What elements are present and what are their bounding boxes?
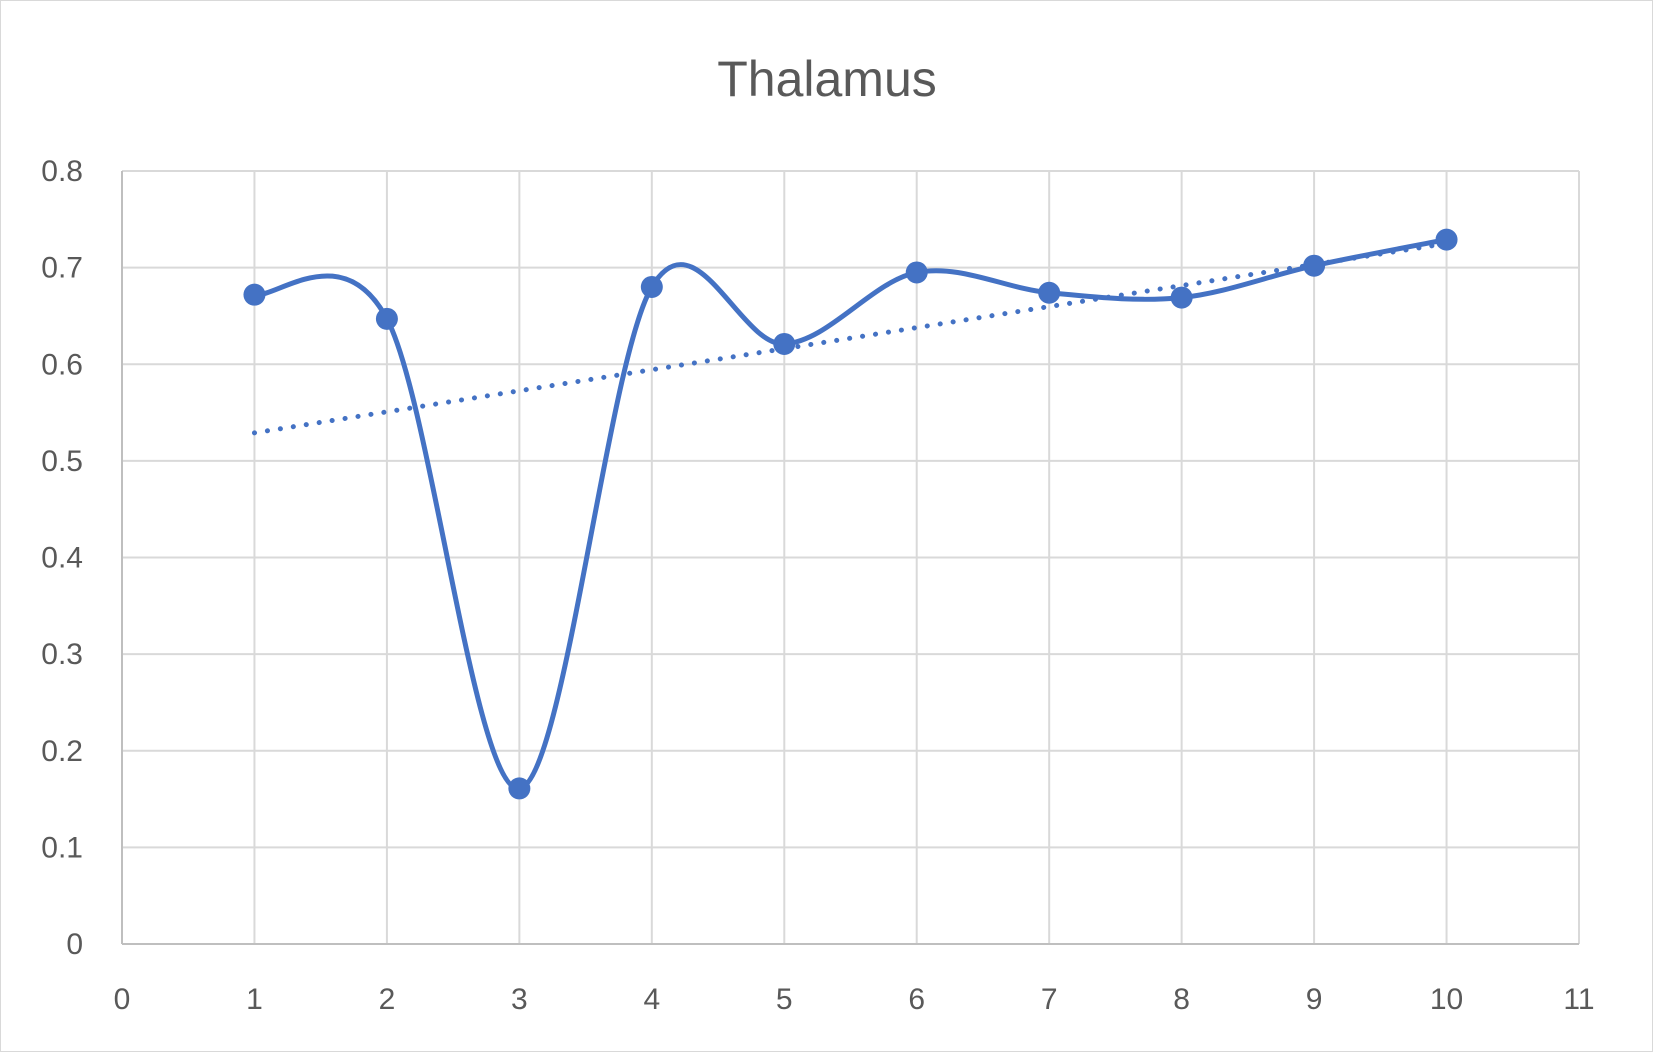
y-tick-label: 0.2 bbox=[41, 735, 83, 768]
y-tick-label: 0 bbox=[66, 928, 83, 961]
data-point-marker bbox=[375, 307, 398, 330]
trendline bbox=[251, 240, 1450, 436]
y-tick-label: 0.7 bbox=[41, 252, 83, 285]
x-tick-label: 2 bbox=[379, 983, 396, 1016]
x-tick-label: 9 bbox=[1306, 983, 1323, 1016]
trendline-layer bbox=[251, 240, 1450, 436]
y-tick-label: 0.8 bbox=[41, 155, 83, 188]
data-point-marker bbox=[1170, 286, 1193, 309]
x-tick-label: 4 bbox=[643, 983, 660, 1016]
y-tick-label: 0.1 bbox=[41, 831, 83, 864]
data-point-marker bbox=[1303, 254, 1326, 277]
chart-title: Thalamus bbox=[717, 51, 937, 107]
data-point-marker bbox=[773, 332, 796, 355]
x-tick-label: 10 bbox=[1430, 983, 1463, 1016]
y-tick-label: 0.6 bbox=[41, 348, 83, 381]
x-axis-tick-labels: 0 1 2 3 4 5 6 7 8 9 10 11 bbox=[114, 983, 1595, 1016]
series-layer bbox=[243, 228, 1458, 800]
x-tick-label: 3 bbox=[511, 983, 528, 1016]
data-point-marker bbox=[905, 261, 928, 284]
data-point-marker bbox=[1038, 281, 1061, 304]
y-axis-tick-labels: 0 0.1 0.2 0.3 0.4 0.5 0.6 0.7 0.8 bbox=[41, 155, 83, 961]
x-tick-label: 5 bbox=[776, 983, 793, 1016]
data-point-marker bbox=[508, 777, 531, 800]
y-tick-label: 0.3 bbox=[41, 638, 83, 671]
y-tick-label: 0.4 bbox=[41, 542, 83, 575]
x-tick-label: 6 bbox=[908, 983, 925, 1016]
y-tick-label: 0.5 bbox=[41, 445, 83, 478]
x-tick-label: 8 bbox=[1173, 983, 1190, 1016]
gridlines bbox=[122, 170, 1580, 944]
x-tick-label: 0 bbox=[114, 983, 131, 1016]
x-tick-label: 1 bbox=[246, 983, 263, 1016]
x-tick-label: 11 bbox=[1563, 983, 1594, 1016]
x-tick-label: 7 bbox=[1041, 983, 1058, 1016]
axes bbox=[121, 171, 1579, 945]
data-point-marker bbox=[243, 283, 266, 306]
data-point-marker bbox=[1435, 228, 1458, 251]
data-point-marker bbox=[640, 275, 663, 298]
series-line bbox=[254, 237, 1448, 791]
